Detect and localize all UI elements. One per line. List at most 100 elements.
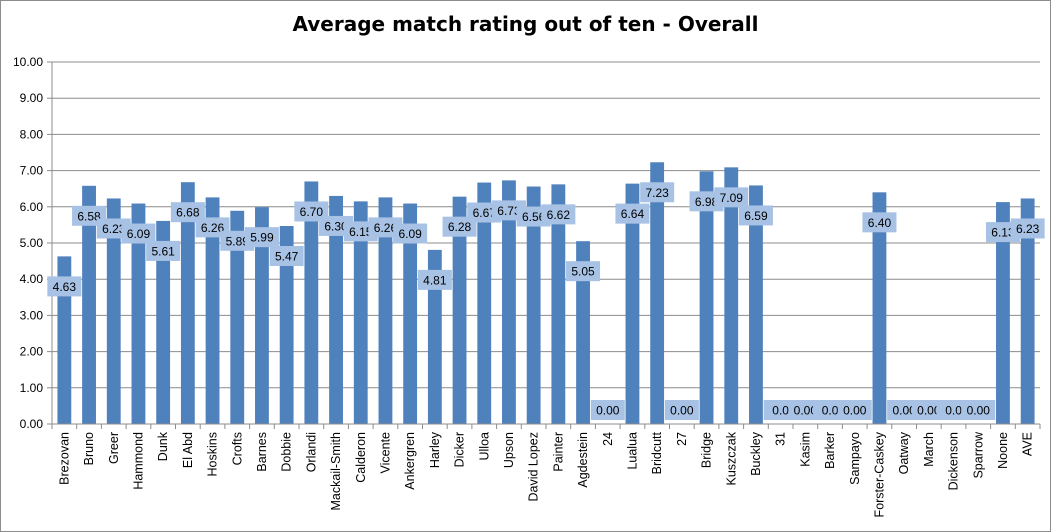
x-tick-label: Bridcutt: [650, 431, 664, 474]
data-label-box: [417, 269, 452, 290]
bar: [502, 180, 516, 424]
data-label: 6.15: [349, 225, 373, 239]
x-tick-label: Brezovan: [57, 432, 71, 485]
x-tick-label: Dicker: [453, 432, 467, 467]
x-tick-label: Dobbie: [280, 432, 294, 472]
bar: [1020, 198, 1035, 424]
bar: [378, 197, 393, 424]
data-label: 7.23: [645, 186, 669, 200]
bar: [82, 185, 96, 424]
bar: [279, 225, 294, 424]
x-tick-label: Barker: [823, 432, 837, 469]
bar: [625, 183, 640, 424]
data-label: 6.09: [127, 227, 151, 241]
x-tick-label: Calderon: [354, 432, 368, 483]
data-label-box: [837, 400, 872, 420]
x-tick-label: Barnes: [255, 432, 269, 472]
data-label-box: [1010, 218, 1045, 239]
data-label: 6.68: [176, 206, 200, 220]
bar: [699, 171, 714, 424]
data-label-box: [714, 187, 749, 208]
y-tick-label: 4.00: [20, 272, 44, 286]
data-label-box: [244, 227, 279, 248]
y-tick-label: 6.00: [20, 200, 44, 214]
x-tick-label: AVE: [1021, 432, 1035, 456]
data-label: 6.98: [695, 195, 719, 209]
x-tick-label: Orlandi: [304, 432, 318, 472]
data-label: 0.00: [794, 404, 818, 418]
data-label: 0.0: [822, 404, 839, 418]
data-label-box: [170, 202, 205, 223]
x-tick-label: Kasim: [798, 432, 812, 467]
bar: [477, 182, 492, 424]
data-label: 6.62: [547, 208, 571, 222]
chart-title: Average match rating out of ten - Overal…: [292, 12, 759, 36]
x-axis-ticks: Brezovan Bruno Greer Hammond Dunk El Abd Hoski…: [51, 424, 1041, 517]
bar: [230, 210, 245, 424]
data-label: 6.58: [77, 209, 101, 223]
x-tick-label: David Lopez: [527, 432, 541, 502]
x-tick-label: Forster-Caskey: [872, 431, 886, 517]
x-tick-label: Dunk: [156, 431, 170, 461]
data-label-box: [615, 203, 650, 224]
bar: [996, 202, 1010, 424]
bar: [205, 197, 220, 424]
x-tick-label: Lualua: [625, 432, 639, 470]
data-label: 0.00: [670, 404, 694, 418]
data-label: 6.26: [374, 221, 398, 235]
data-label: 0.00: [892, 404, 916, 418]
data-label: 5.99: [250, 231, 274, 245]
data-label-box: [862, 212, 897, 233]
data-label: 6.28: [448, 220, 472, 234]
data-label-box: [664, 400, 699, 420]
x-tick-label: Painter: [551, 432, 565, 472]
bar: [551, 184, 566, 424]
x-tick-label: Kuszczak: [724, 431, 738, 485]
bar: [427, 249, 442, 424]
data-label: 6.23: [1016, 222, 1040, 236]
x-tick-label: 27: [675, 432, 689, 446]
data-label-box: [121, 223, 156, 244]
x-tick-label: Noone: [996, 432, 1010, 469]
bar: [576, 241, 590, 424]
x-tick-label: 31: [774, 432, 788, 446]
data-label: 5.47: [275, 249, 299, 263]
data-label-box: [961, 400, 996, 420]
data-label: 6.30: [324, 219, 348, 233]
bars: [57, 162, 1035, 425]
data-label: 6.73: [497, 204, 521, 218]
gridlines: [52, 61, 1040, 425]
bar: [724, 167, 739, 425]
y-tick-label: 9.00: [20, 91, 44, 105]
bar: [353, 201, 368, 424]
data-label: 0.00: [596, 404, 620, 418]
data-label: 6.70: [300, 205, 324, 219]
x-tick-label: Buckley: [749, 431, 763, 476]
x-tick-label: Hoskins: [206, 432, 220, 476]
bar: [452, 196, 467, 424]
x-tick-label: Dickenson: [947, 432, 961, 490]
data-label-box: [738, 205, 773, 226]
bar: [57, 256, 72, 424]
x-tick-label: Oatway: [897, 431, 911, 474]
x-tick-label: Ankergren: [403, 432, 417, 490]
data-label: 6.13: [991, 226, 1015, 240]
x-tick-label: Agdestein: [576, 432, 590, 488]
x-tick-label: El Abd: [181, 432, 195, 468]
x-tick-label: Crofts: [230, 432, 244, 465]
y-tick-label: 7.00: [20, 164, 44, 178]
data-label: 7.09: [720, 191, 744, 205]
data-label: 6.26: [201, 221, 225, 235]
bar: [156, 220, 171, 424]
x-tick-label: Ulloa: [477, 432, 491, 461]
data-labels: 4.636.586.23 6.095.616.686.265.89 5.995.47…: [47, 182, 1045, 420]
x-tick-label: March: [922, 432, 936, 467]
bar: [872, 192, 887, 424]
bar: [749, 185, 763, 424]
y-tick-label: 10.00: [13, 55, 43, 69]
data-label: 0.0: [945, 404, 962, 418]
y-axis-ticks: 0.00 1.00 2.00 3.00 4.00 5.00 6.00 7.00 8.00 9.00…: [13, 55, 52, 431]
data-label: 4.81: [423, 273, 447, 287]
x-tick-label: Sparrow: [971, 431, 985, 479]
x-tick-label: Greer: [107, 432, 121, 464]
